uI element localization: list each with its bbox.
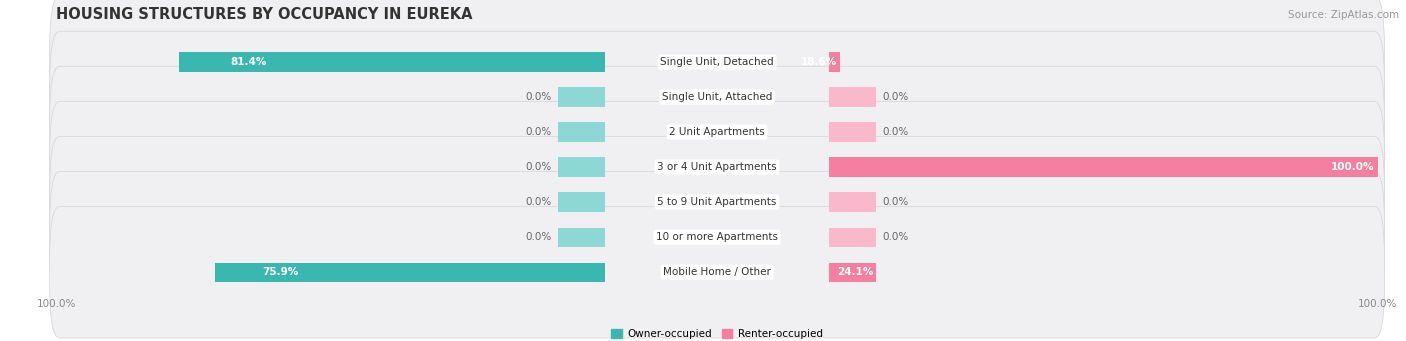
- Bar: [558, 87, 605, 107]
- Text: 0.0%: 0.0%: [526, 127, 551, 137]
- Text: 0.0%: 0.0%: [526, 162, 551, 172]
- Text: Single Unit, Detached: Single Unit, Detached: [661, 57, 773, 67]
- Text: Single Unit, Attached: Single Unit, Attached: [662, 92, 772, 102]
- Text: 2 Unit Apartments: 2 Unit Apartments: [669, 127, 765, 137]
- Text: 0.0%: 0.0%: [883, 92, 908, 102]
- Text: 24.1%: 24.1%: [837, 267, 873, 277]
- Text: 100.0%: 100.0%: [1331, 162, 1375, 172]
- Bar: [830, 52, 839, 72]
- Text: 0.0%: 0.0%: [526, 92, 551, 102]
- Bar: [558, 122, 605, 142]
- FancyBboxPatch shape: [49, 101, 1385, 233]
- FancyBboxPatch shape: [49, 207, 1385, 338]
- Bar: [830, 263, 876, 282]
- FancyBboxPatch shape: [49, 0, 1385, 128]
- Text: 5 to 9 Unit Apartments: 5 to 9 Unit Apartments: [658, 197, 776, 207]
- Legend: Owner-occupied, Renter-occupied: Owner-occupied, Renter-occupied: [607, 325, 827, 341]
- Text: 0.0%: 0.0%: [526, 232, 551, 242]
- Bar: [830, 87, 876, 107]
- Bar: [558, 227, 605, 247]
- Text: Mobile Home / Other: Mobile Home / Other: [664, 267, 770, 277]
- Bar: [830, 193, 876, 212]
- FancyBboxPatch shape: [49, 66, 1385, 198]
- Text: 10 or more Apartments: 10 or more Apartments: [657, 232, 778, 242]
- FancyBboxPatch shape: [49, 136, 1385, 268]
- Text: Source: ZipAtlas.com: Source: ZipAtlas.com: [1288, 10, 1399, 20]
- Bar: [558, 158, 605, 177]
- Bar: [830, 158, 1378, 177]
- Bar: [215, 263, 605, 282]
- Bar: [179, 52, 605, 72]
- Text: 0.0%: 0.0%: [526, 197, 551, 207]
- FancyBboxPatch shape: [49, 31, 1385, 163]
- Text: 81.4%: 81.4%: [231, 57, 267, 67]
- Bar: [830, 227, 876, 247]
- Text: 75.9%: 75.9%: [262, 267, 298, 277]
- Text: HOUSING STRUCTURES BY OCCUPANCY IN EUREKA: HOUSING STRUCTURES BY OCCUPANCY IN EUREK…: [56, 6, 472, 21]
- FancyBboxPatch shape: [49, 172, 1385, 303]
- Text: 18.6%: 18.6%: [800, 57, 837, 67]
- Text: 0.0%: 0.0%: [883, 127, 908, 137]
- Text: 0.0%: 0.0%: [883, 197, 908, 207]
- Bar: [558, 193, 605, 212]
- Text: 0.0%: 0.0%: [883, 232, 908, 242]
- Text: 3 or 4 Unit Apartments: 3 or 4 Unit Apartments: [657, 162, 778, 172]
- Bar: [830, 122, 876, 142]
